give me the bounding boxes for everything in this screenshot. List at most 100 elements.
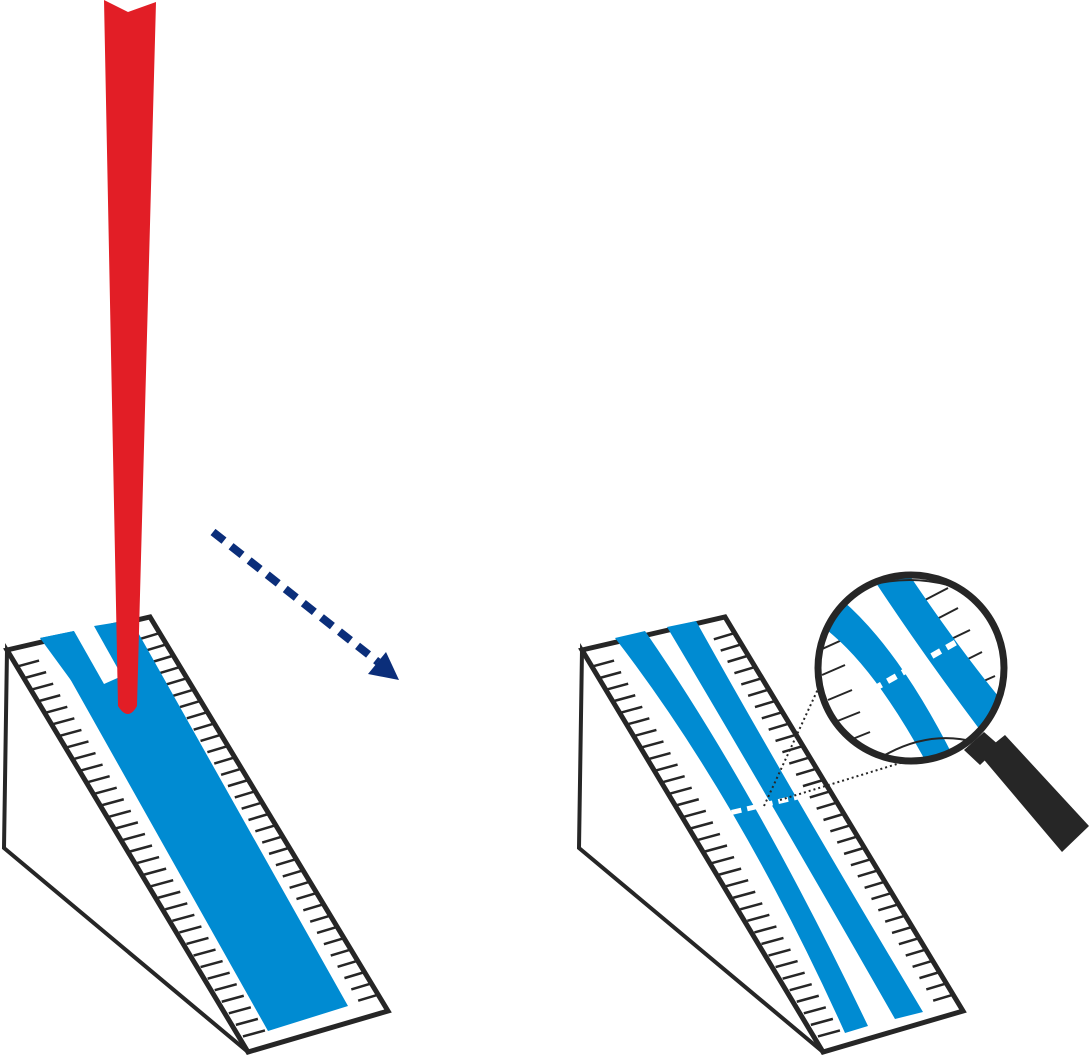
scale-tick (165, 677, 187, 686)
scale-tick (80, 763, 103, 772)
scale-tick (122, 832, 146, 842)
scale-tick (619, 705, 643, 715)
left-wedge (1, 614, 392, 1055)
scale-tick (150, 878, 174, 888)
scale-tick (179, 699, 201, 709)
right-wedge-stripe-right (667, 621, 923, 1019)
scale-tick (627, 717, 650, 726)
scale-tick (179, 925, 202, 934)
scale-tick (159, 665, 180, 675)
scale-tick (207, 971, 230, 980)
scale-tick (172, 688, 194, 697)
scale-tick (598, 670, 622, 680)
scale-tick (213, 756, 235, 765)
scale-tick (145, 643, 167, 652)
scale-tick (734, 665, 755, 675)
scale-tick (802, 778, 824, 788)
right-wedge-cut-line (715, 794, 799, 819)
scale-tick (775, 959, 798, 969)
magnifying-glass-icon (814, 571, 1089, 852)
scale-tick (73, 751, 96, 761)
scale-tick (850, 857, 872, 867)
scale-tick (732, 890, 756, 899)
scale-tick (747, 913, 770, 923)
scale-tick (275, 857, 297, 867)
scale-tick (289, 880, 310, 889)
scale-tick (697, 832, 721, 842)
lens-scale-tick (924, 587, 949, 601)
scale-tick (877, 903, 899, 912)
scale-tick (214, 982, 238, 992)
right-wedge-stripe-left (615, 631, 868, 1033)
scale-tick (725, 878, 749, 888)
scale-tick (754, 925, 777, 934)
scale-tick (761, 711, 783, 720)
scale-tick (711, 855, 735, 865)
right-wedge-scale-left (591, 659, 841, 1038)
scale-tick (843, 846, 865, 856)
scale-tick (641, 740, 664, 749)
magnifier-rim (814, 571, 1008, 765)
lens-scale-tick (827, 689, 853, 701)
scale-tick (718, 867, 742, 876)
scale-tick (248, 812, 269, 822)
scale-tick (136, 855, 160, 865)
scale-tick (669, 786, 693, 795)
scale-tick (108, 809, 132, 819)
scale-tick (932, 993, 954, 1002)
scale-tick (138, 632, 160, 641)
scale-tick (768, 948, 791, 957)
scale-tick (44, 705, 68, 715)
scale-tick (857, 869, 879, 878)
scale-tick (268, 846, 290, 856)
scale-tick (761, 936, 784, 946)
scale-tick (52, 717, 75, 726)
scale-tick (350, 982, 372, 991)
scale-tick (115, 821, 139, 830)
scale-tick (241, 801, 263, 810)
scale-tick (648, 751, 671, 761)
scale-tick (810, 1017, 834, 1027)
scale-tick (101, 798, 125, 807)
scale-tick (782, 971, 805, 980)
scale-tick (330, 948, 352, 957)
left-wedge-stripe-gap (74, 626, 122, 684)
scale-tick (186, 711, 208, 720)
scale-tick (782, 745, 803, 754)
scale-tick (905, 948, 927, 957)
scale-tick (655, 763, 678, 772)
scale-tick (919, 970, 940, 980)
lens-scale-tick (834, 711, 861, 723)
scale-tick (898, 937, 920, 946)
magnifier-lens-content (820, 577, 1002, 759)
scale-tick (87, 774, 110, 784)
scale-tick (662, 774, 685, 784)
scale-tick (207, 745, 228, 754)
scale-tick (316, 925, 338, 935)
scale-tick (323, 937, 345, 946)
scale-tick (739, 902, 763, 911)
scale-tick (690, 821, 714, 830)
scale-tick (676, 798, 700, 807)
scale-tick (605, 682, 629, 691)
scale-tick (172, 913, 195, 923)
scale-tick (612, 694, 636, 703)
magnifier-handle (980, 735, 1089, 852)
laser-beam-icon (104, 0, 156, 714)
scale-tick (193, 722, 215, 731)
scale-tick (221, 994, 245, 1003)
scale-tick (788, 756, 810, 765)
scale-tick (30, 682, 54, 691)
scale-tick (789, 982, 813, 992)
scale-tick (261, 835, 283, 844)
scale-tick (344, 970, 365, 980)
scale-tick (912, 959, 933, 969)
scale-tick (727, 654, 748, 664)
scale-tick (747, 688, 769, 697)
scale-tick (37, 694, 61, 703)
scale-tick (809, 790, 831, 799)
scale-tick (891, 925, 913, 935)
scale-tick (925, 982, 947, 991)
